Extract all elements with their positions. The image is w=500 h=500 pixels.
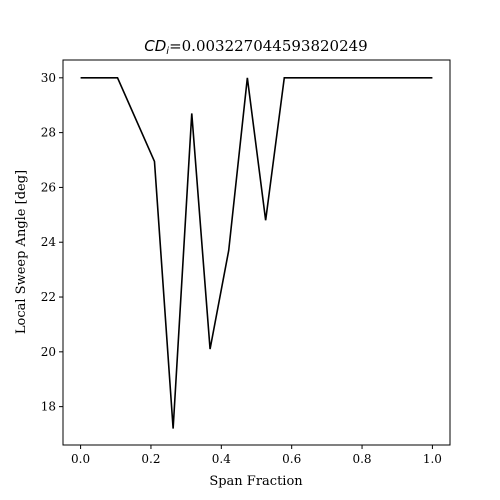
series-line <box>80 77 433 429</box>
x-tick-label: 0.6 <box>282 452 301 466</box>
axes-frame <box>62 59 451 446</box>
chart-title-symbol: CD <box>144 37 166 55</box>
y-tick-label: 20 <box>41 345 56 359</box>
y-tick-label: 28 <box>41 126 56 140</box>
ticks-layer: 0.0 0.2 0.4 0.6 0.8 1.0 18 20 22 24 26 28 30 <box>41 71 442 466</box>
x-axis-label: Span Fraction <box>209 474 303 489</box>
x-tick-label: 0.4 <box>212 452 231 466</box>
chart-title-subscript: i <box>166 46 169 57</box>
x-tick-label: 0.0 <box>71 452 90 466</box>
y-tick-label: 30 <box>41 71 56 85</box>
chart-title: CDi=0.003227044593820249 <box>144 37 367 57</box>
y-axis-label: Local Sweep Angle [deg] <box>14 170 29 334</box>
x-tick-label: 0.8 <box>352 452 371 466</box>
y-tick-label: 24 <box>41 235 57 249</box>
series-layer <box>80 77 433 429</box>
chart-title-value: =0.003227044593820249 <box>169 37 368 55</box>
y-tick-label: 26 <box>41 180 56 194</box>
x-tick-label: 1.0 <box>423 452 442 466</box>
x-tick-label: 0.2 <box>141 452 160 466</box>
y-tick-label: 18 <box>41 400 56 414</box>
y-tick-label: 22 <box>41 290 56 304</box>
